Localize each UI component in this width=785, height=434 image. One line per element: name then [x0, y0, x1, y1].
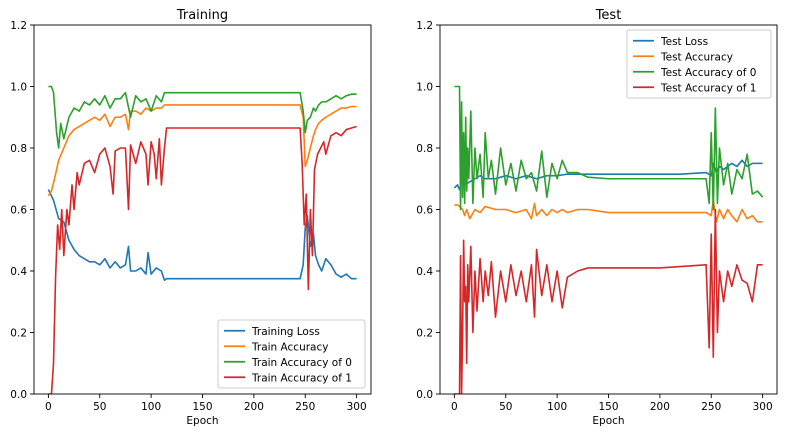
series-line-4	[454, 208, 763, 394]
training-chart: 0 50 100 150 200 250 300 0.0 0.2 0.4 0.6 0.8 1.0 1.2 T…	[10, 8, 372, 427]
y-tick-label: 0.6	[416, 205, 433, 217]
legend: Training Loss Train Accuracy Train Accurac…	[217, 319, 366, 389]
series-line-3	[454, 85, 764, 211]
series-line-2	[454, 199, 763, 223]
chart-title: Training	[176, 8, 228, 23]
legend-label: Train Accuracy of 1	[251, 372, 352, 384]
y-tick-label: 0.2	[10, 328, 27, 340]
legend-label: Test Accuracy of 1	[660, 82, 756, 94]
series-line-3	[48, 85, 357, 149]
y-tick-label: 0.4	[416, 266, 433, 278]
legend-label: Train Accuracy of 0	[251, 357, 352, 369]
x-tick-label: 0	[45, 401, 52, 413]
legend-box	[626, 29, 772, 99]
x-tick-label: 100	[547, 401, 567, 413]
y-tick-label: 1.2	[416, 20, 433, 32]
y-tick-label: 0.8	[416, 143, 433, 155]
x-axis-label: Epoch	[592, 415, 624, 427]
legend-label: Test Loss	[660, 36, 708, 48]
series-line-1	[453, 159, 763, 191]
legend-label: Test Accuracy	[660, 51, 733, 63]
y-tick-label: 1.0	[416, 82, 433, 94]
x-tick-label: 200	[244, 401, 264, 413]
legend-label: Train Accuracy	[251, 341, 328, 353]
legend-box	[217, 319, 366, 389]
x-tick-label: 300	[753, 401, 773, 413]
y-tick-label: 0.0	[10, 389, 27, 401]
test-chart: 0 50 100 150 200 250 300 0.0 0.2 0.4 0.6 0.8 1.0 1.2 T…	[416, 8, 778, 427]
legend-label: Training Loss	[251, 326, 320, 338]
y-tick-label: 0.0	[416, 389, 433, 401]
x-tick-label: 50	[93, 401, 106, 413]
legend: Test Loss Test Accuracy Test Accuracy of 0…	[626, 29, 772, 99]
x-axis-label: Epoch	[186, 415, 218, 427]
y-tick-label: 1.2	[10, 20, 27, 32]
y-tick-label: 1.0	[10, 82, 27, 94]
x-tick-label: 100	[141, 401, 161, 413]
x-tick-label: 150	[192, 401, 212, 413]
x-tick-label: 200	[650, 401, 670, 413]
legend-label: Test Accuracy of 0	[660, 67, 756, 79]
x-tick-label: 150	[598, 401, 618, 413]
x-tick-label: 50	[499, 401, 512, 413]
x-tick-label: 300	[347, 401, 367, 413]
y-tick-label: 0.6	[10, 205, 27, 217]
chart-title: Test	[595, 8, 622, 23]
series-line-1	[47, 189, 357, 282]
y-tick-label: 0.2	[416, 328, 433, 340]
series-line-4	[48, 125, 357, 394]
y-tick-label: 0.4	[10, 266, 27, 278]
x-tick-label: 250	[295, 401, 315, 413]
x-tick-label: 250	[701, 401, 721, 413]
x-tick-label: 0	[451, 401, 458, 413]
y-tick-label: 0.8	[10, 143, 27, 155]
